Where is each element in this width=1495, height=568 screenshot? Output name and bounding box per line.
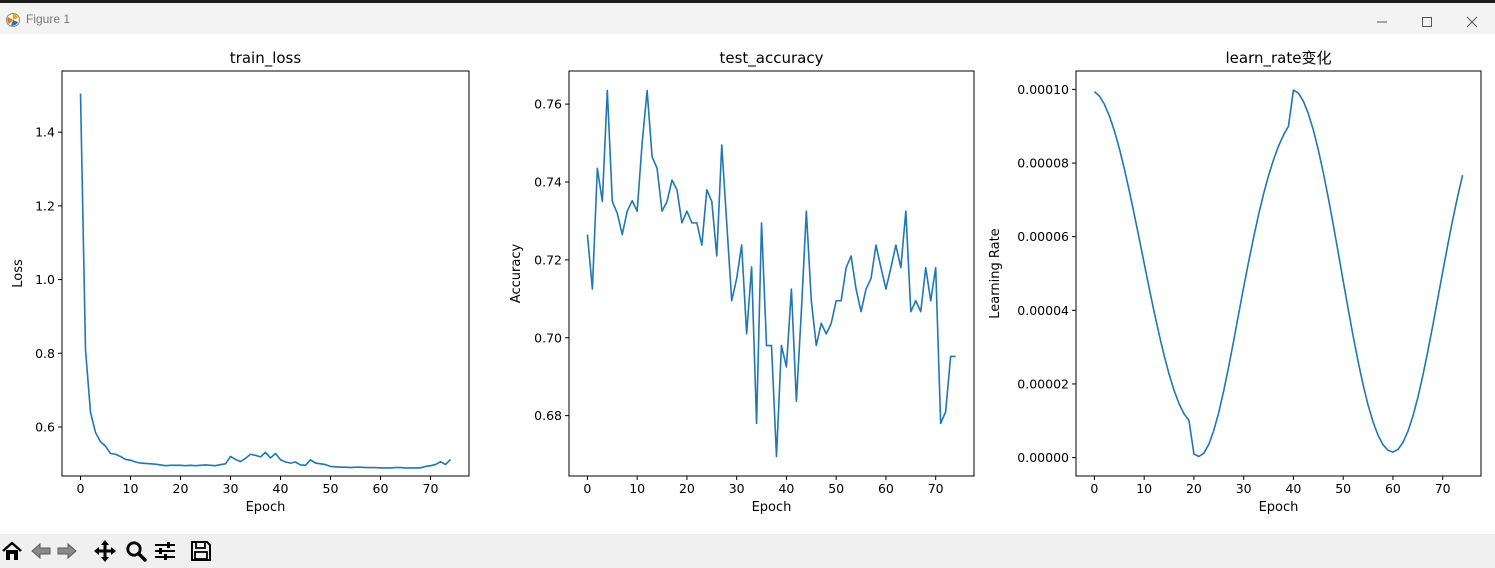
series-line-2 — [586, 89, 956, 458]
close-button[interactable] — [1450, 6, 1494, 37]
series-line-1 — [79, 93, 452, 469]
y-axis-label: Accuracy — [509, 244, 524, 304]
chart-title: train_loss — [230, 49, 302, 68]
x-tick-label: 10 — [1136, 481, 1152, 496]
maximize-icon — [1422, 16, 1432, 27]
x-tick-label: 50 — [828, 481, 844, 496]
zoom-magnifier-icon — [126, 541, 147, 562]
y-tick-label: 0.00002 — [1017, 376, 1069, 391]
pan-move-icon — [94, 540, 116, 562]
x-tick-label: 20 — [679, 481, 695, 496]
axes-frame-2 — [568, 70, 975, 477]
x-axis-label: Epoch — [752, 500, 792, 515]
y-tick-label: 0.00010 — [1017, 82, 1069, 97]
figure-svg: 0 10 20 30 40 50 60 70 0.6 0.8 1.0 1.2 1.4 train_loss… — [11, 49, 1482, 515]
y-tick-label: 0.8 — [35, 346, 55, 361]
y-tick-label: 0.70 — [534, 330, 562, 345]
y-tick-label: 1.2 — [35, 198, 55, 213]
x-tick-label: 20 — [1186, 481, 1202, 496]
minimize-icon — [1377, 21, 1387, 22]
x-tick-label: 30 — [729, 481, 745, 496]
y-tick-label: 0.68 — [534, 408, 562, 423]
y-tick-label: 0.00004 — [1017, 303, 1069, 318]
x-tick-label: 70 — [1435, 481, 1451, 496]
x-tick-label: 50 — [323, 481, 339, 496]
figure-canvas[interactable]: 0 10 20 30 40 50 60 70 0.6 0.8 1.0 1.2 1.4 train_loss… — [0, 34, 1495, 534]
y-tick-label: 0.72 — [534, 252, 562, 267]
axes-frame-1 — [61, 70, 470, 477]
x-axis-label: Epoch — [1259, 500, 1299, 515]
x-tick-label: 20 — [173, 481, 189, 496]
x-tick-label: 60 — [878, 481, 894, 496]
forward-arrow-icon — [57, 542, 77, 560]
back-arrow-icon — [31, 542, 51, 560]
y-tick-label: 0.74 — [534, 174, 562, 189]
x-tick-label: 40 — [778, 481, 794, 496]
y-axis-label: Loss — [11, 259, 26, 288]
window-titlebar[interactable]: Figure 1 — [0, 3, 1495, 34]
save-button[interactable] — [189, 539, 213, 563]
screen-top-strip — [0, 0, 1495, 3]
x-tick-label: 40 — [1285, 481, 1301, 496]
x-tick-label: 10 — [629, 481, 645, 496]
configure-subplots-button[interactable] — [153, 539, 177, 563]
navigation-toolbar — [0, 534, 1495, 568]
home-icon — [2, 541, 22, 560]
y-tick-label: 1.0 — [35, 272, 55, 287]
x-tick-label: 40 — [273, 481, 289, 496]
configure-subplots-icon — [155, 542, 175, 560]
x-tick-label: 10 — [123, 481, 139, 496]
y-axis-label: Learning Rate — [988, 228, 1003, 318]
x-tick-label: 30 — [223, 481, 239, 496]
window-title: Figure 1 — [26, 12, 71, 26]
pan-button[interactable] — [93, 539, 117, 563]
x-tick-label: 0 — [1090, 481, 1098, 496]
x-tick-label: 30 — [1236, 481, 1252, 496]
chart-title: learn_rate变化 — [1226, 49, 1332, 68]
matplotlib-app-icon — [5, 12, 21, 28]
save-floppy-icon — [191, 541, 211, 561]
y-tick-label: 0.00000 — [1017, 450, 1069, 465]
x-tick-label: 70 — [928, 481, 944, 496]
minimize-button[interactable] — [1360, 6, 1404, 37]
x-tick-label: 60 — [373, 481, 389, 496]
x-tick-label: 70 — [423, 481, 439, 496]
y-tick-label: 0.00006 — [1017, 229, 1069, 244]
zoom-button[interactable] — [124, 539, 148, 563]
home-button[interactable] — [0, 539, 24, 563]
x-tick-label: 0 — [583, 481, 591, 496]
forward-button[interactable] — [55, 539, 79, 563]
x-tick-label: 0 — [77, 481, 85, 496]
x-axis-label: Epoch — [246, 500, 286, 515]
axes-frame-3 — [1075, 70, 1482, 477]
back-button[interactable] — [29, 539, 53, 563]
series-line-3 — [1093, 89, 1464, 458]
x-tick-label: 60 — [1385, 481, 1401, 496]
y-tick-label: 1.4 — [35, 125, 55, 140]
maximize-button[interactable] — [1405, 6, 1449, 37]
chart-title: test_accuracy — [720, 49, 824, 68]
y-tick-label: 0.76 — [534, 97, 562, 112]
y-tick-label: 0.6 — [35, 419, 55, 434]
x-tick-label: 50 — [1335, 481, 1351, 496]
y-tick-label: 0.00008 — [1017, 156, 1069, 171]
close-icon — [1466, 16, 1478, 27]
